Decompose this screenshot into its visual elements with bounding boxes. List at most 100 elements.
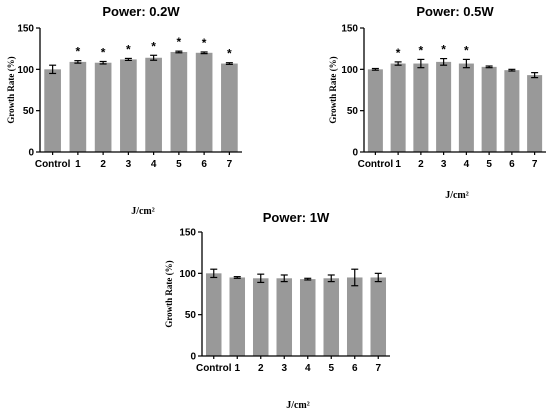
error-bar (462, 58, 470, 69)
x-tick-label: 7 (532, 159, 538, 170)
x-tick-label: 7 (375, 363, 381, 374)
error-bar (440, 57, 448, 66)
x-tick-label: 4 (151, 159, 157, 170)
x-tick-label: 5 (176, 159, 182, 170)
chart-panel-power-1w: Power: 1W Growth Rate (%) J/cm² Control 1… (164, 210, 390, 411)
bar-5 (323, 278, 340, 356)
significance-marker: * (202, 36, 207, 50)
x-tick-label: 1 (234, 363, 240, 374)
y-tick-label: 150 (179, 228, 196, 239)
y-tick-label: 100 (341, 65, 358, 76)
error-bar (394, 61, 402, 66)
error-bar (374, 272, 382, 283)
chart-panel-power-0-2w: Power: 0.2W Growth Rate (%) J/cm² Contro… (6, 4, 242, 217)
error-bar (327, 274, 335, 283)
x-axis-label: J/cm² (286, 400, 310, 411)
y-tick-label: 50 (23, 106, 35, 117)
bar-1 (390, 63, 406, 153)
bar-4 (458, 63, 474, 153)
bar-5 (481, 66, 497, 152)
y-axis-label: Growth Rate (%) (6, 56, 16, 123)
x-tick-label: Control (196, 363, 232, 374)
bar-2 (413, 63, 429, 153)
bar-7 (527, 75, 543, 152)
significance-marker: * (464, 43, 469, 57)
y-tick-label: 150 (341, 24, 358, 35)
error-bar (225, 62, 233, 65)
y-tick-label: 50 (347, 106, 359, 117)
y-tick-label: 0 (28, 148, 34, 159)
y-tick-label: 0 (352, 148, 358, 159)
error-bar (371, 67, 379, 71)
bar-2 (252, 278, 269, 356)
chart-panel-power-0-5w: Power: 0.5W Growth Rate (%) J/cm² Contro… (328, 4, 546, 201)
x-tick-label: Control (35, 159, 71, 170)
bar-control (367, 69, 383, 152)
significance-marker: * (177, 35, 182, 49)
bar-6 (504, 70, 520, 152)
x-tick-label: 2 (258, 363, 264, 374)
x-tick-label: 3 (126, 159, 132, 170)
bar-4 (299, 279, 316, 356)
x-tick-label: 1 (75, 159, 81, 170)
x-tick-label: 5 (486, 159, 492, 170)
error-bar (210, 268, 218, 279)
bar-3 (120, 59, 137, 153)
y-tick-label: 100 (179, 269, 196, 280)
chart-title: Power: 1W (263, 210, 330, 225)
chart-title: Power: 0.5W (416, 4, 494, 19)
x-tick-label: 4 (305, 363, 311, 374)
x-tick-label: 3 (281, 363, 287, 374)
x-tick-label: 5 (328, 363, 334, 374)
x-axis-label: J/cm² (445, 190, 469, 201)
error-bar (150, 54, 158, 61)
x-tick-label: Control (358, 159, 394, 170)
significance-marker: * (101, 45, 106, 59)
significance-marker: * (76, 45, 81, 59)
bar-4 (145, 57, 162, 153)
x-tick-label: 7 (227, 159, 233, 170)
y-tick-label: 100 (17, 65, 34, 76)
bar-control (205, 273, 222, 356)
x-tick-label: 1 (395, 159, 401, 170)
bar-3 (276, 278, 293, 356)
error-bar (417, 58, 425, 69)
error-bar (351, 268, 359, 287)
x-tick-label: 6 (509, 159, 515, 170)
bar-1 (229, 277, 246, 356)
error-bar (74, 60, 82, 64)
y-axis-label: Growth Rate (%) (328, 56, 338, 123)
bar-6 (346, 277, 363, 356)
significance-marker: * (227, 47, 232, 61)
x-tick-label: 6 (352, 363, 358, 374)
y-tick-label: 0 (190, 352, 196, 363)
bar-7 (370, 277, 387, 356)
y-tick-label: 50 (185, 310, 197, 321)
error-bar (280, 274, 288, 283)
error-bar (257, 273, 265, 284)
bar-1 (69, 61, 87, 152)
error-bar (508, 68, 516, 72)
error-bar (304, 277, 312, 281)
significance-marker: * (441, 43, 446, 57)
x-tick-label: 2 (418, 159, 424, 170)
error-bar (233, 276, 241, 279)
bar-2 (94, 62, 112, 152)
bar-5 (170, 51, 188, 153)
error-bar (200, 51, 208, 55)
x-tick-label: 3 (441, 159, 447, 170)
significance-marker: * (126, 42, 131, 56)
significance-marker: * (419, 43, 424, 57)
bar-7 (221, 63, 238, 153)
y-axis-label: Growth Rate (%) (164, 260, 174, 327)
x-tick-label: 2 (100, 159, 106, 170)
x-tick-label: 6 (201, 159, 207, 170)
error-bar (485, 65, 493, 69)
bar-3 (436, 61, 452, 152)
chart-title: Power: 0.2W (102, 4, 180, 19)
x-tick-label: 4 (464, 159, 470, 170)
x-axis-label: J/cm² (131, 206, 155, 217)
bar-control (44, 69, 61, 152)
error-bar (124, 57, 132, 62)
